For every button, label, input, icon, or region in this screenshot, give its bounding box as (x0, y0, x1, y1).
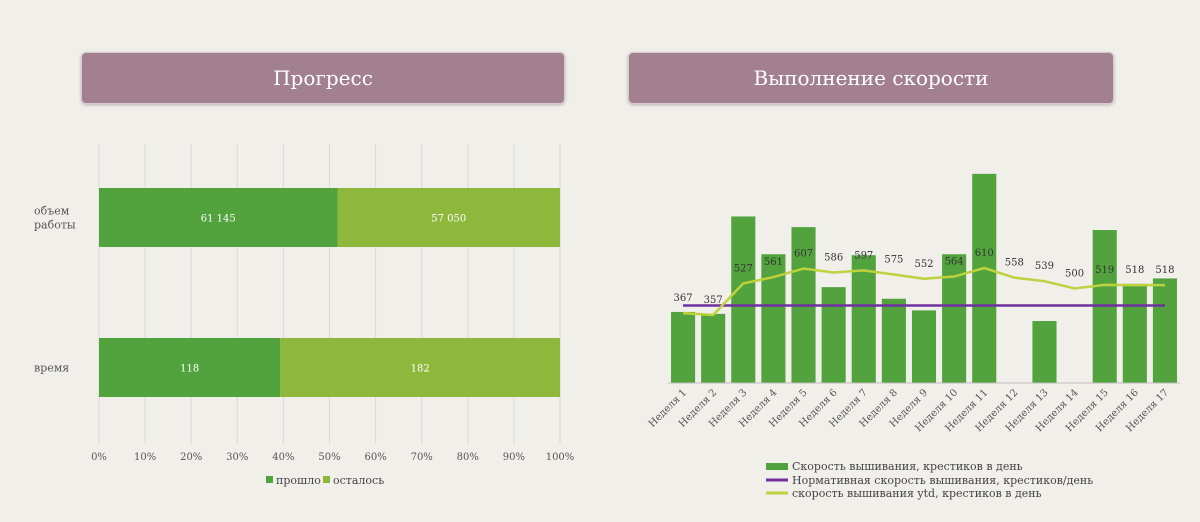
progress-header: Прогресс (81, 52, 565, 104)
legend-norm-label: Нормативная скорость вышивания, крестико… (792, 474, 1093, 487)
x-tick-label: 70% (411, 452, 433, 463)
ytd-value-label: 357 (704, 295, 723, 306)
speed-bar (972, 173, 997, 383)
x-tick-label: 100% (546, 452, 575, 463)
bar-value-label: 182 (411, 364, 430, 375)
bar-segment (337, 188, 560, 247)
ytd-value-label: 597 (854, 250, 873, 261)
speed-bar (851, 255, 876, 383)
speed-bar (701, 313, 726, 383)
legend-ytd-label: скорость вышивания ytd, крестиков в день (792, 487, 1042, 500)
bar-segment (280, 338, 560, 397)
legend-label: прошло (276, 474, 321, 487)
x-tick-label: 90% (503, 452, 525, 463)
category-label: время (34, 362, 69, 375)
x-tick-label: 10% (134, 452, 156, 463)
speed-bar (671, 311, 696, 383)
progress-title: Прогресс (273, 66, 373, 90)
speed-bar (1122, 283, 1147, 383)
x-tick-label: 80% (457, 452, 479, 463)
legend-label: осталось (333, 474, 384, 487)
speed-bar (1032, 321, 1057, 383)
ytd-value-label: 527 (734, 263, 753, 274)
ytd-line (682, 266, 1165, 317)
progress-chart: 0% 10% 20% 30% 40% 50% 60% 70% 80% 90% 100% 61 145 5… (34, 144, 575, 487)
ytd-value-label: 367 (674, 293, 693, 304)
bar-value-label: 57 050 (431, 214, 466, 225)
speed-bar (731, 216, 756, 383)
bar-value-label: 61 145 (201, 214, 236, 225)
x-tick-label: 30% (226, 452, 248, 463)
speed-bar (1152, 278, 1177, 383)
legend-swatch (323, 476, 330, 483)
speed-header: Выполнение скорости (628, 52, 1114, 104)
x-tick-label: 0% (91, 452, 107, 463)
x-tick-label: 40% (272, 452, 294, 463)
ytd-value-label: 561 (764, 257, 783, 268)
legend-bar-swatch (766, 463, 788, 470)
bar-segment (99, 188, 338, 247)
speed-bar (881, 298, 906, 383)
speed-title: Выполнение скорости (753, 66, 989, 90)
ytd-value-label: 519 (1095, 265, 1114, 276)
category-label: объем (34, 205, 70, 218)
ytd-value-label: 500 (1065, 268, 1084, 279)
speed-bar (911, 310, 937, 383)
x-tick-label: 20% (180, 452, 202, 463)
ytd-value-label: 552 (914, 259, 933, 270)
ytd-value-label: 539 (1035, 261, 1054, 272)
ytd-value-label: 575 (884, 255, 903, 266)
ytd-value-label: 607 (794, 249, 813, 260)
ytd-value-label: 518 (1125, 265, 1144, 276)
category-label: работы (34, 219, 76, 232)
legend-swatch (266, 476, 273, 483)
ytd-value-label: 518 (1155, 265, 1174, 276)
x-tick-label: 50% (318, 452, 340, 463)
speed-bar (821, 287, 846, 383)
ytd-value-label: 586 (824, 252, 843, 263)
x-tick-label: 60% (364, 452, 386, 463)
bar-segment (99, 338, 281, 397)
ytd-value-label: 564 (945, 257, 964, 268)
legend-bars-label: Скорость вышивания, крестиков в день (792, 460, 1023, 473)
bar-value-label: 118 (180, 364, 199, 375)
ytd-value-label: 558 (1005, 258, 1024, 269)
ytd-value-label: 610 (975, 248, 994, 259)
